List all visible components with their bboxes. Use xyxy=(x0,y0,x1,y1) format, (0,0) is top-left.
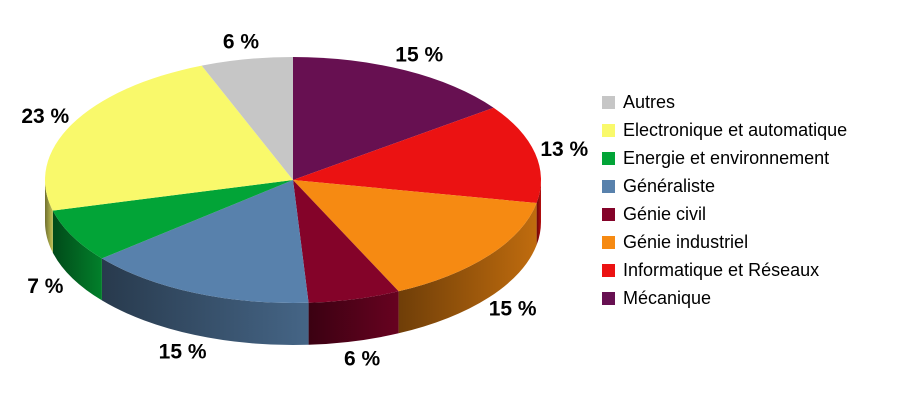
legend-item: Informatique et Réseaux xyxy=(602,256,847,284)
legend-label: Génie industriel xyxy=(623,232,749,252)
pie-slice-7 xyxy=(293,107,541,204)
pie-slice-side-6 xyxy=(398,203,537,334)
legend-swatch-icon xyxy=(602,207,615,221)
legend-label: Electronique et automatique xyxy=(623,120,848,140)
chart-legend: Autres Electronique et automatique Energie… xyxy=(602,88,847,312)
pie-slice-1 xyxy=(201,57,293,180)
legend-label: Informatique et Réseaux xyxy=(623,260,820,280)
legend-item: Autres xyxy=(602,88,847,116)
pie-slice-side-2 xyxy=(45,180,53,253)
legend-swatch-icon xyxy=(602,151,615,165)
legend-label: Généraliste xyxy=(623,176,716,196)
legend-swatch-icon xyxy=(602,123,615,137)
slice-value-label: 6 % xyxy=(223,30,260,53)
pie-slice-side-5 xyxy=(308,291,399,345)
slice-value-label: 15 % xyxy=(395,43,443,66)
legend-item: Génie civil xyxy=(602,200,847,228)
legend-swatch-icon xyxy=(602,263,615,277)
legend-item: Génie industriel xyxy=(602,228,847,256)
slice-value-label: 23 % xyxy=(21,105,69,128)
pie-slice-3 xyxy=(52,180,293,259)
legend-item: Electronique et automatique xyxy=(602,116,847,144)
legend-swatch-icon xyxy=(602,235,615,249)
legend-label: Energie et environnement xyxy=(623,148,830,168)
legend-swatch-icon xyxy=(602,291,615,305)
pie-slice-side-4 xyxy=(101,258,309,345)
legend-item: Mécanique xyxy=(602,284,847,312)
pie-slice-5 xyxy=(293,180,399,303)
legend-item: Energie et environnement xyxy=(602,144,847,172)
pie-slice-6 xyxy=(293,180,537,292)
pie-slice-side-7 xyxy=(536,180,541,246)
slice-value-label: 15 % xyxy=(489,297,537,320)
slice-value-label: 6 % xyxy=(344,348,381,371)
pie-slice-4 xyxy=(101,180,309,303)
slice-value-label: 7 % xyxy=(27,275,64,298)
slice-value-label: 15 % xyxy=(159,340,207,363)
legend-swatch-icon xyxy=(602,95,615,109)
legend-label: Génie civil xyxy=(623,204,707,224)
slice-value-label: 13 % xyxy=(540,138,588,161)
pie-slice-2 xyxy=(44,65,293,211)
legend-item: Généraliste xyxy=(602,172,847,200)
legend-label: Mécanique xyxy=(623,288,712,308)
pie-slice-8 xyxy=(293,57,494,180)
pie-slice-side-3 xyxy=(52,210,102,301)
legend-swatch-icon xyxy=(602,179,615,193)
legend-label: Autres xyxy=(623,92,676,112)
